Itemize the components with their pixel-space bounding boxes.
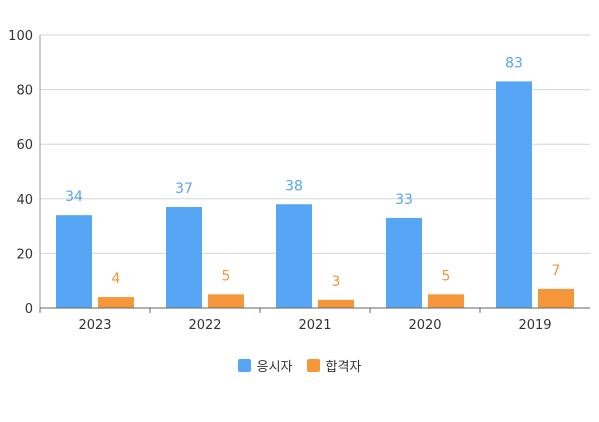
y-tick-label-100: 100 — [8, 29, 33, 44]
data-label-passers-2019: 7 — [552, 263, 561, 279]
x-tick-label-2022: 2022 — [188, 318, 221, 333]
data-label-applicants-2023: 34 — [65, 189, 83, 205]
y-tick-label-0: 0 — [25, 302, 33, 317]
legend: 응시자 합격자 — [0, 356, 599, 375]
y-tick-label-80: 80 — [16, 84, 33, 99]
bars — [56, 81, 574, 308]
axes: 0 20 40 60 80 100 2023 2022 2021 2020 2019 — [8, 29, 590, 333]
bar-passers-2020 — [428, 294, 464, 308]
legend-swatch-passers — [306, 359, 320, 372]
bar-passers-2019 — [538, 288, 574, 308]
data-label-passers-2020: 5 — [442, 268, 451, 284]
legend-item-passers[interactable]: 합격자 — [306, 356, 362, 375]
bar-passers-2023 — [98, 297, 134, 308]
x-tick-label-2021: 2021 — [298, 318, 331, 333]
x-tick-label-2023: 2023 — [78, 318, 111, 333]
data-label-passers-2022: 5 — [222, 268, 231, 284]
legend-swatch-applicants — [237, 359, 251, 372]
data-label-passers-2023: 4 — [112, 271, 121, 287]
bar-passers-2022 — [208, 294, 244, 308]
data-label-applicants-2019: 83 — [505, 55, 523, 71]
data-label-applicants-2022: 37 — [175, 181, 193, 197]
x-tick-label-2019: 2019 — [518, 318, 551, 333]
y-tick-label-60: 60 — [16, 138, 33, 153]
x-tick-label-2020: 2020 — [408, 318, 441, 333]
legend-label-applicants: 응시자 — [256, 360, 293, 375]
legend-label-passers: 합격자 — [325, 360, 362, 375]
y-tick-label-40: 40 — [16, 193, 33, 208]
bar-passers-2021 — [318, 299, 354, 308]
data-label-applicants-2020: 33 — [395, 192, 413, 208]
bar-applicants-2023 — [56, 215, 92, 308]
data-label-applicants-2021: 38 — [285, 178, 303, 194]
bar-applicants-2019 — [496, 81, 532, 308]
y-tick-label-20: 20 — [16, 247, 33, 262]
data-label-passers-2021: 3 — [332, 274, 341, 290]
bar-applicants-2021 — [276, 204, 312, 308]
legend-item-applicants[interactable]: 응시자 — [237, 356, 293, 375]
bar-applicants-2020 — [386, 217, 422, 308]
bar-applicants-2022 — [166, 206, 202, 308]
